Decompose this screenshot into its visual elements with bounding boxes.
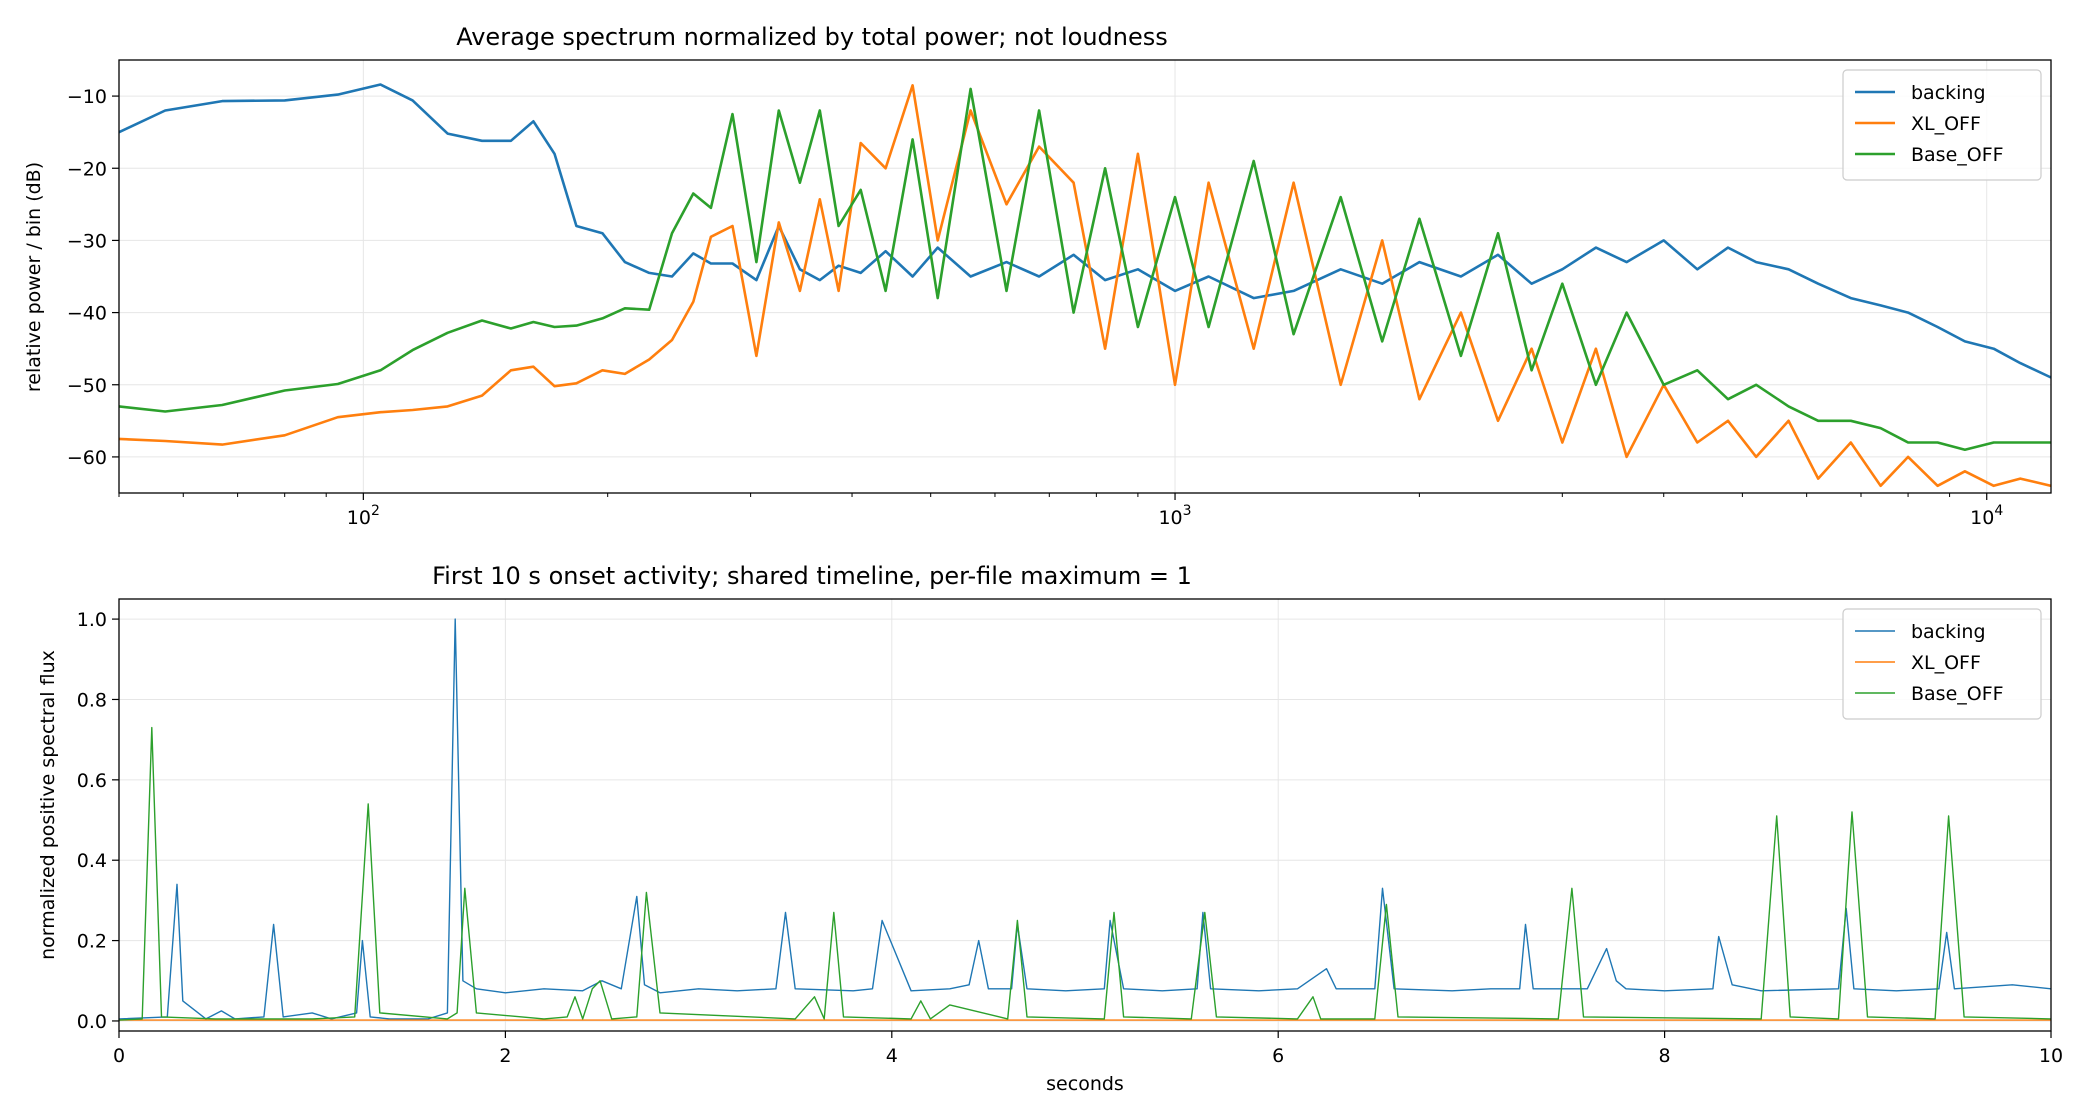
- onset-y-axis-label: normalized positive spectral flux: [37, 650, 59, 960]
- spectrum-series-line-backing: [119, 83, 2051, 379]
- spectrum-y-tick-label: −60: [67, 447, 107, 469]
- onset-plot-frame: [118, 598, 2052, 1032]
- onset-chart: First 10 s onset activity; shared timeli…: [37, 562, 2063, 1095]
- spectrum-y-tick-label: −10: [67, 86, 107, 108]
- onset-x-tick-label: 6: [1272, 1045, 1284, 1067]
- onset-y-tick-label: 0.4: [77, 850, 107, 872]
- onset-legend-label: Base_OFF: [1911, 683, 2004, 705]
- spectrum-x-tick-label: 104: [1970, 503, 2003, 529]
- onset-y-tick-label: 1.0: [77, 609, 107, 631]
- spectrum-y-tick-label: −40: [67, 303, 107, 325]
- spectrum-legend-label: backing: [1911, 82, 1986, 104]
- spectrum-chart-title: Average spectrum normalized by total pow…: [456, 23, 1168, 51]
- onset-y-tick-label: 0.2: [77, 931, 107, 953]
- onset-series-line-base-off: [119, 726, 2051, 1021]
- spectrum-plot-frame: [118, 59, 2052, 494]
- onset-legend-label: backing: [1911, 621, 1986, 643]
- spectrum-y-axis-label: relative power / bin (dB): [23, 162, 45, 392]
- onset-chart-title: First 10 s onset activity; shared timeli…: [432, 562, 1192, 590]
- spectrum-series-line-xl-off: [119, 84, 2051, 488]
- spectrum-series-line-base-off: [119, 87, 2051, 452]
- onset-series-line-backing: [119, 618, 2051, 1020]
- onset-y-tick-label: 0.6: [77, 770, 107, 792]
- onset-legend-label: XL_OFF: [1911, 652, 1981, 674]
- onset-x-tick-label: 2: [499, 1045, 511, 1067]
- onset-x-tick-label: 8: [1659, 1045, 1671, 1067]
- onset-legend-box: [1842, 608, 2042, 720]
- onset-x-tick-label: 10: [2039, 1045, 2063, 1067]
- spectrum-series: [119, 83, 2051, 488]
- spectrum-y-tick-label: −50: [67, 375, 107, 397]
- onset-y-tick-label: 0.0: [77, 1011, 107, 1033]
- spectrum-y-tick-label: −20: [67, 158, 107, 180]
- onset-x-tick-label: 4: [886, 1045, 898, 1067]
- onset-ticks: 0.0 0.2 0.4 0.6 0.8 1.0 0 2 4 6 8 10: [77, 609, 2063, 1067]
- spectrum-ticks: −10 −20 −30 −40 −50 −60 102 103 104: [67, 86, 2003, 529]
- spectrum-chart: Average spectrum normalized by total pow…: [23, 23, 2052, 529]
- onset-series: [119, 618, 2051, 1021]
- onset-x-tick-label: 0: [113, 1045, 125, 1067]
- spectrum-x-tick-label: 103: [1158, 503, 1191, 529]
- spectrum-legend-label: Base_OFF: [1911, 144, 2004, 166]
- spectrum-legend-box: [1842, 69, 2042, 181]
- spectrum-y-tick-label: −30: [67, 230, 107, 252]
- spectrum-legend-label: XL_OFF: [1911, 113, 1981, 135]
- spectrum-legend: backing XL_OFF Base_OFF: [1842, 69, 2042, 181]
- onset-x-axis-label: seconds: [1046, 1073, 1124, 1095]
- spectrum-grid: [119, 60, 2051, 493]
- onset-y-tick-label: 0.8: [77, 689, 107, 711]
- spectrum-x-tick-label: 102: [347, 503, 380, 529]
- onset-grid: [118, 599, 2052, 1031]
- onset-legend: backing XL_OFF Base_OFF: [1842, 608, 2042, 720]
